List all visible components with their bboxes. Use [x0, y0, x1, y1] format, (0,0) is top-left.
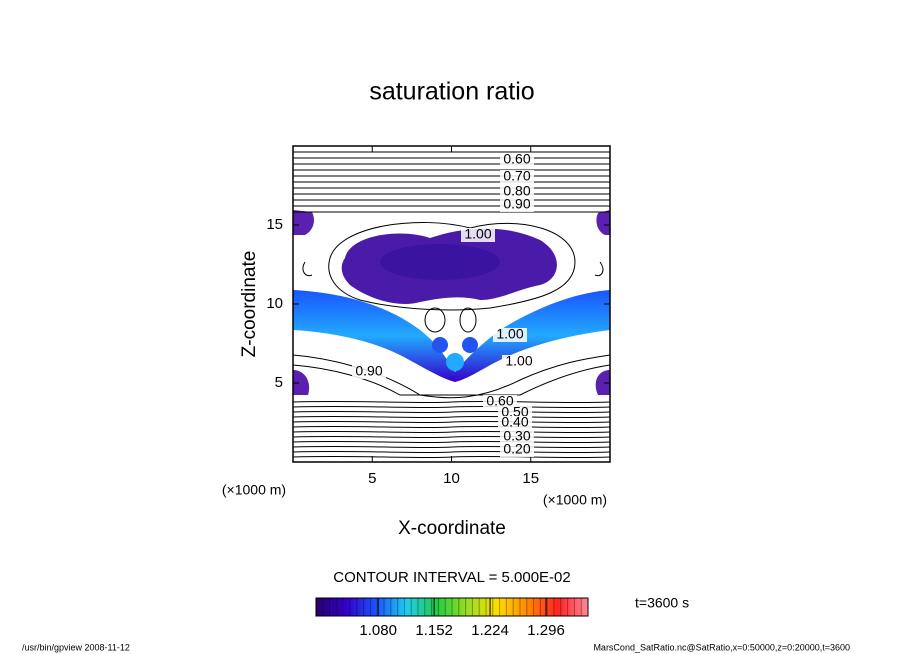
blue-blob [446, 353, 464, 371]
contour-label-bg [352, 365, 386, 379]
contour-label: 0.30 [503, 428, 530, 444]
purple-core [380, 244, 500, 280]
x-tick-label: 15 [522, 470, 539, 487]
contour-label: 0.90 [503, 196, 530, 212]
contour-line [293, 405, 610, 409]
contour-label-bg [502, 355, 536, 369]
x-axis-label: X-coordinate [398, 518, 506, 539]
blue-blob [462, 337, 478, 353]
contour-label: 0.70 [503, 168, 530, 184]
colorbar-tick-label: 1.152 [415, 622, 453, 639]
contour-line [293, 450, 610, 454]
purple-edge [293, 370, 310, 395]
contour-label: 0.60 [503, 151, 530, 167]
contour-line [293, 420, 610, 424]
colorbar-tick-label: 1.296 [527, 622, 565, 639]
contour-interval: CONTOUR INTERVAL = 5.000E-02 [333, 569, 570, 586]
contour-line [293, 410, 610, 414]
contour-line [293, 400, 610, 404]
blue-band [293, 290, 610, 382]
contour-line [293, 425, 610, 429]
contour-label-bg [500, 430, 534, 444]
y-unit: (×1000 m) [222, 482, 286, 498]
contour-line [293, 430, 610, 434]
contour-label: 0.40 [501, 414, 528, 430]
blue-blob [432, 337, 448, 353]
y-tick-label: 5 [275, 374, 283, 391]
colorbar-tick-label: 1.080 [359, 622, 397, 639]
contour-label-bg [500, 153, 534, 167]
contour-label-bg [461, 228, 495, 242]
contour-label: 0.80 [503, 183, 530, 199]
chart-title: saturation ratio [369, 78, 534, 106]
contour-label: 1.00 [464, 226, 491, 242]
purple-edge [293, 210, 314, 235]
contour-label-bg [500, 198, 534, 212]
contour-label-bg [493, 328, 527, 342]
contour-label-bg [500, 185, 534, 199]
contour-line [293, 445, 610, 449]
contour-label-bg [498, 416, 532, 430]
colorbar-tick-label: 1.224 [471, 622, 509, 639]
purple-edge [596, 210, 610, 235]
contour-label-bg [483, 395, 517, 409]
y-axis-label: Z-coordinate [239, 251, 260, 358]
x-tick-label: 10 [443, 470, 460, 487]
contour-line [293, 415, 610, 419]
contour-line [293, 440, 610, 444]
contour-label: 0.90 [355, 363, 382, 379]
time-label: t=3600 s [635, 595, 689, 611]
y-tick-label: 15 [266, 216, 283, 233]
footer-left: /usr/bin/gpview 2008-11-12 [22, 642, 130, 652]
contour-label: 0.60 [486, 393, 513, 409]
footer-right: MarsCond_SatRatio.nc@SatRatio,x=0:50000,… [593, 642, 850, 652]
field [293, 151, 610, 459]
x-tick-label: 5 [368, 470, 376, 487]
x-unit: (×1000 m) [543, 492, 607, 508]
colorbar [315, 597, 589, 617]
contour-line [293, 435, 610, 439]
contour-label: 1.00 [496, 326, 523, 342]
contour-label: 0.20 [503, 441, 530, 457]
contour-label: 1.00 [505, 353, 532, 369]
contour-label-bg [500, 170, 534, 184]
purple-edge [595, 370, 610, 395]
contour-label-bg [500, 443, 534, 457]
y-tick-label: 10 [266, 295, 283, 312]
contour-label: 0.50 [501, 404, 528, 420]
